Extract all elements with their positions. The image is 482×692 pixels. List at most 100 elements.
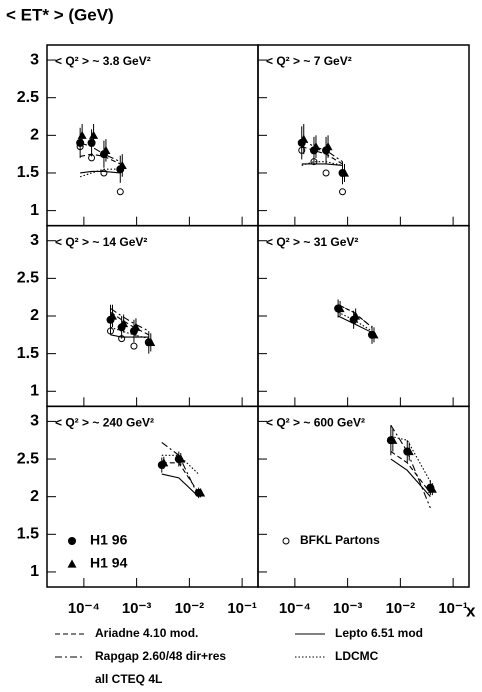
- marker: [146, 337, 156, 346]
- y-tick-label: 3: [30, 413, 39, 430]
- legend-marker: [68, 537, 76, 545]
- y-tick-label: 2.5: [17, 89, 39, 106]
- y-tick-label: 2: [30, 307, 39, 324]
- x-tick-label: 10⁻¹: [227, 600, 257, 617]
- x-tick-label: 10⁻²: [386, 600, 416, 617]
- panel-frame: [257, 224, 470, 408]
- marker: [88, 154, 96, 162]
- x-tick-label: 10⁻¹: [438, 600, 468, 617]
- model-line: [301, 163, 343, 166]
- y-tick-label: 1.5: [17, 526, 39, 543]
- marker: [322, 169, 330, 177]
- panel-title: < Q² > ~ 31 GeV²: [266, 235, 358, 249]
- legend-label: Ariadne 4.10 mod.: [95, 626, 198, 640]
- panel-title: < Q² > ~ 14 GeV²: [55, 235, 147, 249]
- model-line: [80, 153, 121, 165]
- panel-frame: [257, 44, 470, 227]
- legend-marker: [282, 537, 290, 545]
- y-tick-label: 1.5: [17, 345, 39, 362]
- panel-frame: [46, 44, 259, 227]
- marker: [351, 311, 361, 320]
- x-tick-label: 10⁻⁴: [68, 600, 100, 617]
- panel-frame: [46, 405, 259, 588]
- marker: [89, 130, 99, 139]
- model-line: [337, 304, 373, 328]
- marker: [335, 303, 345, 313]
- y-tick-label: 2.5: [17, 270, 39, 287]
- model-line: [110, 326, 149, 340]
- marker: [116, 188, 124, 196]
- x-tick-label: 10⁻³: [333, 600, 363, 617]
- y-tick-label: 3: [30, 51, 39, 68]
- marker: [119, 319, 129, 328]
- panel-title: < Q² > ~ 3.8 GeV²: [55, 54, 151, 68]
- marker: [117, 160, 127, 170]
- y-tick-label: 2.5: [17, 450, 39, 467]
- panel-frame: [257, 405, 470, 588]
- legend-label: Lepto 6.51 mod: [335, 626, 423, 640]
- model-line: [337, 315, 373, 334]
- legend-marker: [67, 559, 77, 568]
- y-axis-title: < ET* > (GeV): [6, 5, 114, 24]
- y-tick-label: 2: [30, 488, 39, 505]
- marker: [323, 142, 333, 151]
- marker: [299, 134, 309, 143]
- model-line: [301, 138, 343, 163]
- marker: [101, 145, 111, 154]
- legend-label: H1 96: [90, 532, 128, 548]
- marker: [76, 143, 84, 151]
- legend-label: H1 94: [90, 555, 128, 571]
- y-tick-label: 1: [30, 563, 39, 580]
- marker: [108, 311, 118, 320]
- marker: [388, 435, 398, 444]
- marker: [427, 484, 437, 493]
- marker: [339, 188, 347, 196]
- panel-title: < Q² > ~ 240 GeV²: [55, 416, 154, 430]
- model-line: [161, 442, 200, 497]
- model-line: [390, 451, 431, 494]
- y-tick-label: 3: [30, 232, 39, 249]
- legend-label: BFKL Partons: [300, 533, 380, 547]
- marker: [298, 146, 306, 154]
- y-tick-label: 1: [30, 383, 39, 400]
- model-line: [161, 462, 200, 494]
- model-line: [79, 168, 121, 178]
- x-tick-label: 10⁻⁴: [279, 600, 311, 617]
- y-tick-label: 2: [30, 127, 39, 144]
- legend-label: LDCMC: [335, 649, 379, 663]
- model-line: [337, 311, 373, 332]
- x-tick-label: 10⁻³: [122, 600, 152, 617]
- x-tick-label: 10⁻²: [175, 600, 205, 617]
- model-line: [301, 146, 343, 165]
- model-line: [110, 334, 149, 338]
- marker: [100, 169, 108, 177]
- marker: [118, 335, 126, 343]
- panel-title: < Q² > ~ 600 GeV²: [266, 416, 365, 430]
- marker: [130, 342, 138, 350]
- y-tick-label: 1: [30, 202, 39, 219]
- marker: [77, 130, 87, 139]
- marker: [107, 327, 115, 335]
- marker: [340, 168, 350, 177]
- model-line: [390, 424, 431, 509]
- model-line: [301, 161, 343, 166]
- marker: [369, 330, 379, 339]
- model-line: [110, 311, 150, 336]
- x-axis-title: x: [466, 601, 476, 620]
- marker: [87, 138, 96, 147]
- note: all CTEQ 4L: [95, 672, 162, 686]
- marker: [310, 158, 318, 166]
- model-line: [161, 454, 200, 475]
- model-line: [110, 308, 150, 332]
- model-line: [390, 458, 431, 498]
- model-line: [161, 473, 200, 498]
- marker: [311, 142, 321, 151]
- panel-frame: [46, 224, 259, 408]
- model-line: [79, 142, 121, 163]
- model-line: [80, 170, 121, 174]
- marker: [196, 488, 206, 497]
- y-tick-label: 1.5: [17, 164, 39, 181]
- panel-title: < Q² > ~ 7 GeV²: [266, 54, 352, 68]
